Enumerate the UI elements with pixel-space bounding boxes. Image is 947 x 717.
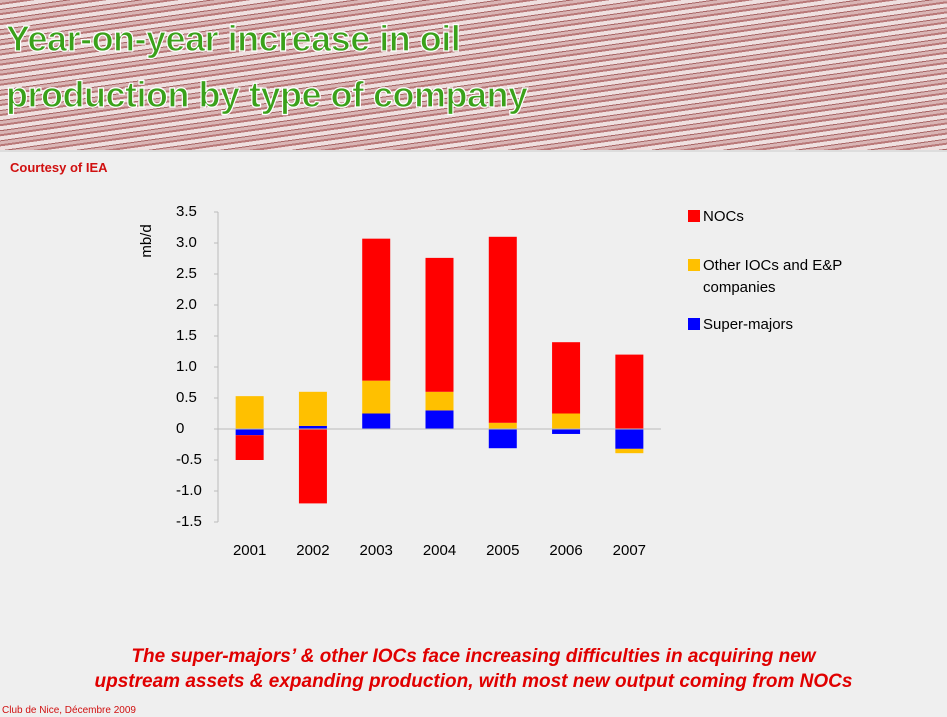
legend-label: NOCs	[703, 208, 744, 225]
banner	[0, 0, 947, 152]
y-tick-label: -1.0	[176, 482, 202, 499]
bar-segment	[552, 342, 581, 414]
bar-segment	[362, 380, 391, 414]
y-tick-label: 3.5	[176, 203, 197, 220]
legend-item: NOCs	[688, 206, 848, 228]
x-tick-label: 2001	[233, 542, 266, 559]
bar-segment	[552, 413, 581, 429]
legend-item: Other IOCs and E&P companies	[688, 255, 848, 299]
caption: upstream assets & expanding production, …	[94, 671, 853, 692]
bar-segment	[488, 236, 517, 423]
y-tick-label: 2.0	[176, 296, 197, 313]
y-tick-label: 3.0	[176, 234, 197, 251]
bar-segment	[615, 354, 644, 429]
y-tick-label: 0.5	[176, 389, 197, 406]
legend-swatch	[688, 210, 700, 222]
legend-item: Super-majors	[688, 314, 848, 336]
bar-segment	[425, 410, 454, 429]
y-tick-label: 0	[176, 420, 184, 437]
bar-segment	[615, 429, 644, 449]
y-tick-label: 2.5	[176, 265, 197, 282]
bar-segment	[298, 425, 327, 429]
x-tick-label: 2004	[423, 542, 456, 559]
x-tick-label: 2006	[549, 542, 582, 559]
legend-label: Other IOCs and E&P companies	[703, 257, 842, 296]
y-tick-label: -1.5	[176, 513, 202, 530]
x-tick-label: 2007	[613, 542, 646, 559]
legend-swatch	[688, 318, 700, 330]
caption: The super-majors’ & other IOCs face incr…	[131, 646, 816, 667]
bar-segment	[235, 396, 264, 429]
footer: Club de Nice, Décembre 2009	[2, 705, 136, 716]
legend-swatch	[688, 259, 700, 271]
source: Courtesy of IEA	[10, 160, 108, 175]
x-tick-label: 2005	[486, 542, 519, 559]
y-tick-label: 1.5	[176, 327, 197, 344]
bar-segment	[362, 413, 391, 429]
bar-segment	[235, 435, 264, 460]
bar-segment	[552, 429, 581, 434]
bar-segment	[425, 391, 454, 411]
bar-segment	[615, 448, 644, 454]
bar-segment	[488, 422, 517, 429]
bar-segment	[235, 429, 264, 436]
bar-segment	[425, 257, 454, 392]
x-tick-label: 2003	[360, 542, 393, 559]
title: Year-on-year increase in oil	[5, 17, 461, 59]
bar-segment	[298, 391, 327, 426]
legend-label: Super-majors	[703, 316, 794, 333]
y-axis-label: mb/d	[138, 224, 155, 257]
bar-segment	[298, 429, 327, 504]
y-tick-label: -0.5	[176, 451, 202, 468]
bar-segment	[362, 238, 391, 381]
y-tick-label: 1.0	[176, 358, 197, 375]
bar-segment	[488, 429, 517, 449]
title: production by type of company	[5, 73, 528, 115]
x-tick-label: 2002	[296, 542, 329, 559]
